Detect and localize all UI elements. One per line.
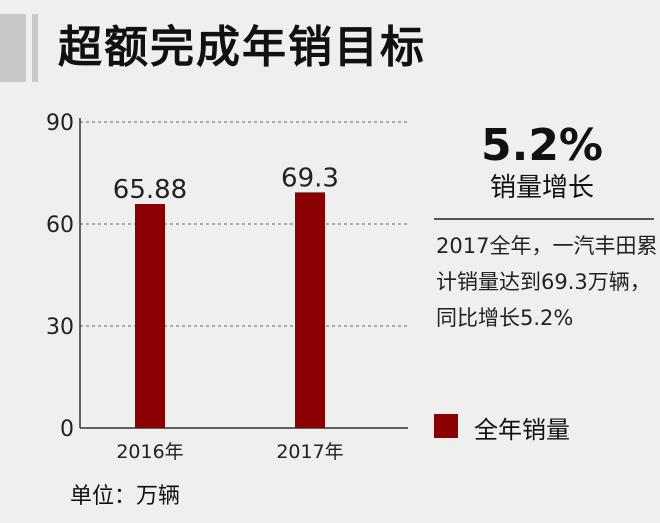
- legend-swatch: [434, 414, 458, 438]
- summary-description: 2017全年，一汽丰田累计销量达到69.3万辆，同比增长5.2%: [436, 234, 658, 330]
- summary-divider: [434, 218, 654, 220]
- bar: [295, 192, 325, 428]
- bar-chart: 0 30 60 90 65.88 2016年 69.3 2017年: [46, 111, 408, 463]
- data-label: 65.88: [113, 175, 187, 205]
- data-label: 69.3: [281, 163, 339, 193]
- growth-percentage: 5.2%: [480, 120, 604, 171]
- y-tick-label: 60: [46, 213, 74, 238]
- x-tick-label: 2016年: [116, 441, 183, 463]
- y-tick-label: 0: [60, 417, 74, 442]
- y-tick-label: 30: [46, 315, 74, 340]
- legend-label: 全年销量: [474, 416, 570, 444]
- title-decoration-block: [0, 14, 26, 82]
- unit-label: 单位：万辆: [70, 484, 181, 509]
- title-bar: 超额完成年销目标: [0, 14, 660, 82]
- bar: [135, 204, 165, 428]
- page-title: 超额完成年销目标: [58, 22, 426, 73]
- growth-label: 销量增长: [489, 173, 594, 203]
- y-tick-label: 90: [46, 111, 74, 136]
- title-decoration-stripe: [32, 14, 38, 82]
- x-tick-label: 2017年: [276, 441, 343, 463]
